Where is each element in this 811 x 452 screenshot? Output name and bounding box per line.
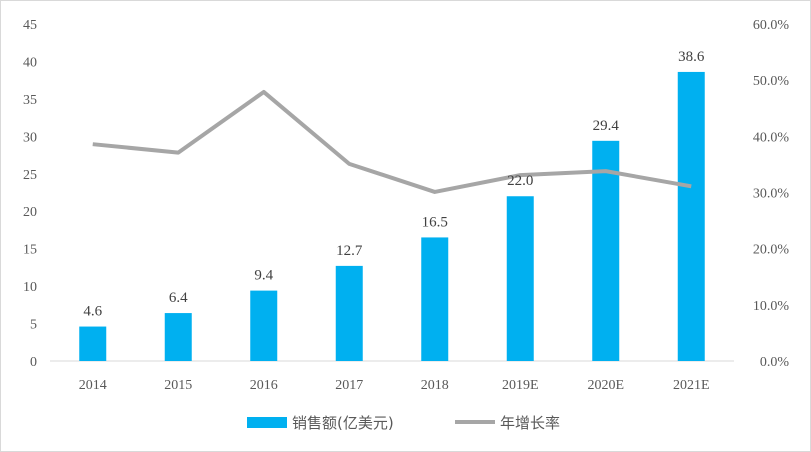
y-right-tick-label: 40.0% (753, 130, 790, 145)
bar-data-label: 6.4 (169, 290, 188, 306)
bar (421, 237, 449, 361)
legend: 销售额(亿美元) 年增长率 (247, 414, 560, 432)
y-left-tick-label: 15 (23, 243, 37, 258)
y-left-tick-label: 20 (23, 205, 37, 220)
legend-label-bar: 销售额(亿美元) (292, 414, 394, 432)
y-right-axis: 0.0% 10.0% 20.0% 30.0% 40.0% 50.0% 60.0% (753, 18, 790, 370)
y-left-tick-label: 45 (23, 18, 37, 33)
y-right-tick-label: 30.0% (753, 187, 790, 202)
bar-data-label: 12.7 (336, 243, 363, 259)
y-right-tick-label: 50.0% (753, 74, 790, 89)
bar (677, 71, 705, 361)
x-tick-label: 2015 (164, 378, 192, 393)
y-left-tick-label: 35 (23, 93, 37, 108)
y-left-tick-label: 5 (30, 318, 37, 333)
bar-data-label: 22.0 (507, 173, 533, 189)
line-series (92, 89, 692, 194)
bar-data-labels: 4.6 6.4 9.4 12.7 16.5 22.0 29.4 38.6 (83, 49, 705, 320)
bar (506, 196, 534, 361)
x-tick-label: 2018 (421, 378, 449, 393)
legend-swatch-bar (247, 417, 287, 428)
bar-data-label: 16.5 (422, 214, 448, 230)
x-tick-label: 2021E (673, 378, 710, 393)
legend-label-line: 年增长率 (500, 414, 560, 432)
y-left-tick-label: 25 (23, 168, 37, 183)
bar-series (79, 71, 705, 361)
x-tick-label: 2017 (335, 378, 363, 393)
bar-data-label: 38.6 (678, 49, 705, 65)
bar (164, 313, 192, 361)
y-left-tick-label: 30 (23, 130, 37, 145)
y-right-tick-label: 20.0% (753, 243, 790, 258)
y-right-tick-label: 60.0% (753, 18, 790, 33)
y-left-tick-label: 40 (23, 55, 37, 70)
x-tick-label: 2019E (502, 378, 539, 393)
x-tick-label: 2016 (250, 378, 278, 393)
bar-data-label: 4.6 (83, 304, 102, 320)
bar (79, 326, 107, 361)
bar-data-label: 29.4 (593, 118, 620, 134)
x-tick-label: 2020E (587, 378, 624, 393)
bar-data-label: 9.4 (254, 268, 273, 284)
y-right-tick-label: 0.0% (760, 355, 790, 370)
x-tick-label: 2014 (79, 378, 107, 393)
y-left-axis: 0 5 10 15 20 25 30 35 40 45 (23, 18, 37, 370)
growth-rate-line (92, 89, 692, 194)
bar (335, 265, 363, 361)
y-left-tick-label: 10 (23, 280, 37, 295)
bar (592, 140, 620, 361)
y-right-tick-label: 10.0% (753, 299, 790, 314)
x-axis: 2014 2015 2016 2017 2018 2019E 2020E 2021E (79, 378, 710, 393)
bar (250, 290, 278, 361)
y-left-tick-label: 0 (30, 355, 37, 370)
